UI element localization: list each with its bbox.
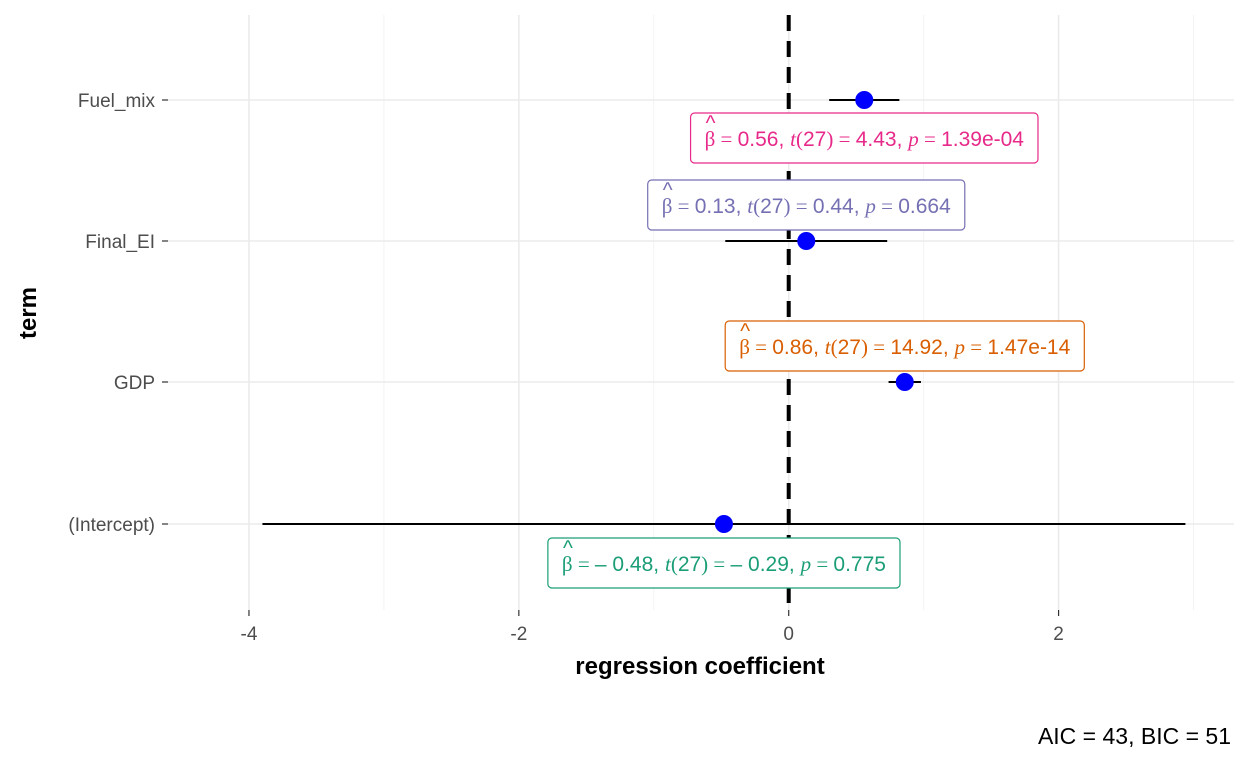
estimate-labels: β = 0.56, t(27) = 4.43, p = 1.39e-04^β =… [547, 112, 1085, 589]
x-tick-label: 2 [1053, 624, 1064, 645]
model-fit-caption: AIC = 43, BIC = 51 [1038, 723, 1231, 749]
estimate-label: β = 0.56, t(27) = 4.43, p = 1.39e-04^ [689, 112, 1039, 164]
beta-hat-accent: ^ [740, 320, 750, 343]
estimate-label-box [689, 112, 1039, 164]
estimate-label: β = – 0.48, t(27) = – 0.29, p = 0.775^ [547, 537, 901, 589]
x-tick-label: 0 [783, 624, 794, 645]
estimate-point [855, 91, 874, 109]
beta-hat-accent: ^ [563, 537, 573, 560]
y-tick-label: Fuel_mix [78, 91, 156, 112]
beta-hat-accent: ^ [706, 112, 716, 135]
estimate-label-box [647, 179, 966, 231]
y-tick-label: GDP [114, 373, 155, 394]
grid [168, 15, 1234, 610]
beta-hat-accent: ^ [663, 179, 673, 202]
estimate-point [797, 232, 816, 250]
y-tick-label: Final_EI [85, 232, 155, 253]
estimate-label-text: β = – 0.48, t(27) = – 0.29, p = 0.775 [562, 552, 886, 576]
x-tick-label: -2 [510, 624, 527, 645]
estimate-points [714, 91, 914, 533]
x-axis: -4 -2 0 2 [241, 610, 1064, 645]
estimate-point [895, 373, 914, 391]
estimate-label-box [724, 320, 1085, 372]
estimate-label-text: β = 0.56, t(27) = 4.43, p = 1.39e-04 [705, 127, 1025, 151]
y-axis: Fuel_mix Final_EI GDP (Intercept) [68, 91, 168, 536]
x-tick-label: -4 [241, 624, 258, 645]
x-axis-title: regression coefficient [575, 653, 824, 680]
estimate-label-box [547, 537, 901, 589]
estimate-label-text: β = 0.86, t(27) = 14.92, p = 1.47e-14 [739, 335, 1070, 359]
estimate-label: β = 0.13, t(27) = 0.44, p = 0.664^ [647, 179, 966, 231]
estimate-label: β = 0.86, t(27) = 14.92, p = 1.47e-14^ [724, 320, 1085, 372]
y-tick-label: (Intercept) [68, 515, 155, 536]
y-axis-title: term [15, 287, 42, 339]
estimate-label-text: β = 0.13, t(27) = 0.44, p = 0.664 [662, 194, 951, 218]
estimate-point [714, 515, 733, 533]
